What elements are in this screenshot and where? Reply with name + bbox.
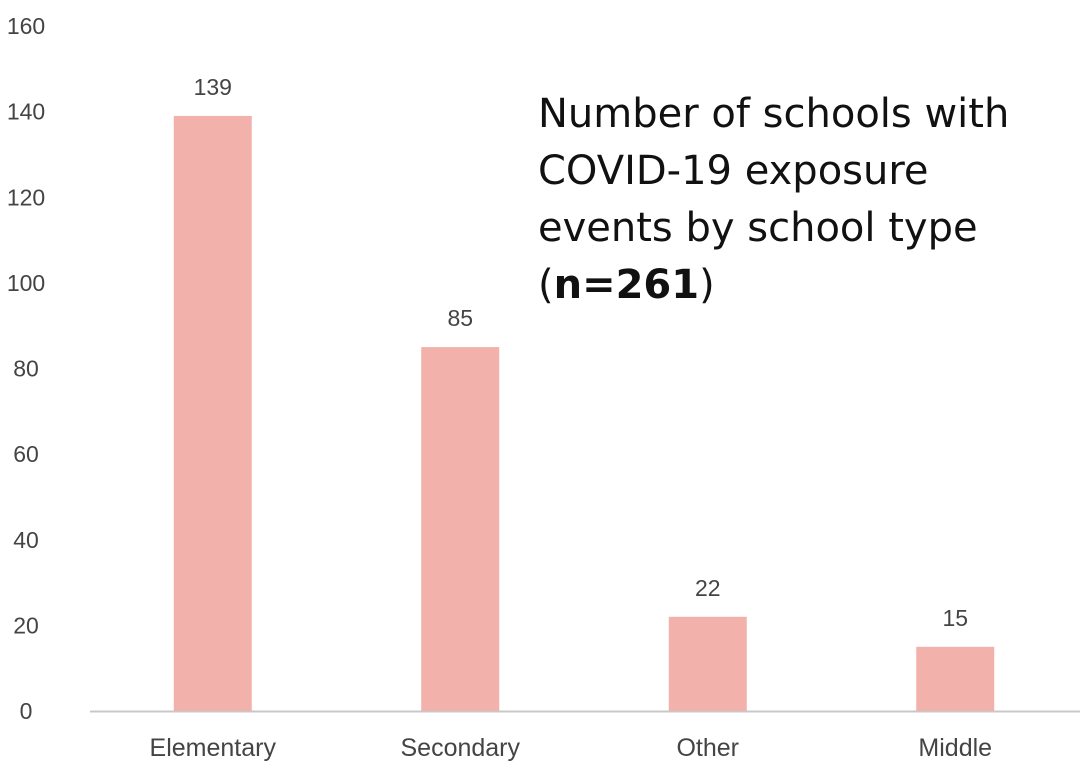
x-tick-label: Elementary [150, 734, 277, 762]
chart-title-line-2: COVID-19 exposure [538, 148, 929, 194]
sample-size: n=261 [553, 262, 700, 308]
chart-title-line-3: events by school type [538, 205, 978, 251]
data-label: 139 [194, 74, 232, 100]
title-note-close: ) [699, 262, 715, 308]
chart-title-line-1: Number of schools with [538, 91, 1010, 137]
chart-title-line-4: (n=261) [538, 257, 1078, 314]
data-label: 15 [942, 605, 968, 631]
y-tick-label: 100 [7, 270, 45, 296]
y-tick-label: 40 [13, 527, 39, 553]
bar [668, 616, 747, 711]
bar [421, 347, 500, 711]
bar [916, 646, 995, 711]
y-tick-label: 0 [20, 698, 33, 724]
x-tick-label: Middle [918, 734, 992, 762]
bar [173, 115, 252, 711]
y-tick-label: 80 [13, 356, 39, 382]
y-tick-label: 160 [7, 13, 45, 39]
y-tick-label: 120 [7, 184, 45, 210]
chart-title: Number of schools with COVID-19 exposure… [538, 86, 1078, 314]
y-tick-label: 60 [13, 441, 39, 467]
x-tick-label: Other [676, 734, 739, 762]
title-note-open: ( [538, 262, 554, 308]
y-tick-label: 20 [13, 612, 39, 638]
data-label: 22 [695, 575, 721, 601]
data-label: 85 [447, 305, 473, 331]
y-tick-label: 140 [7, 99, 45, 125]
x-tick-label: Secondary [400, 734, 520, 762]
